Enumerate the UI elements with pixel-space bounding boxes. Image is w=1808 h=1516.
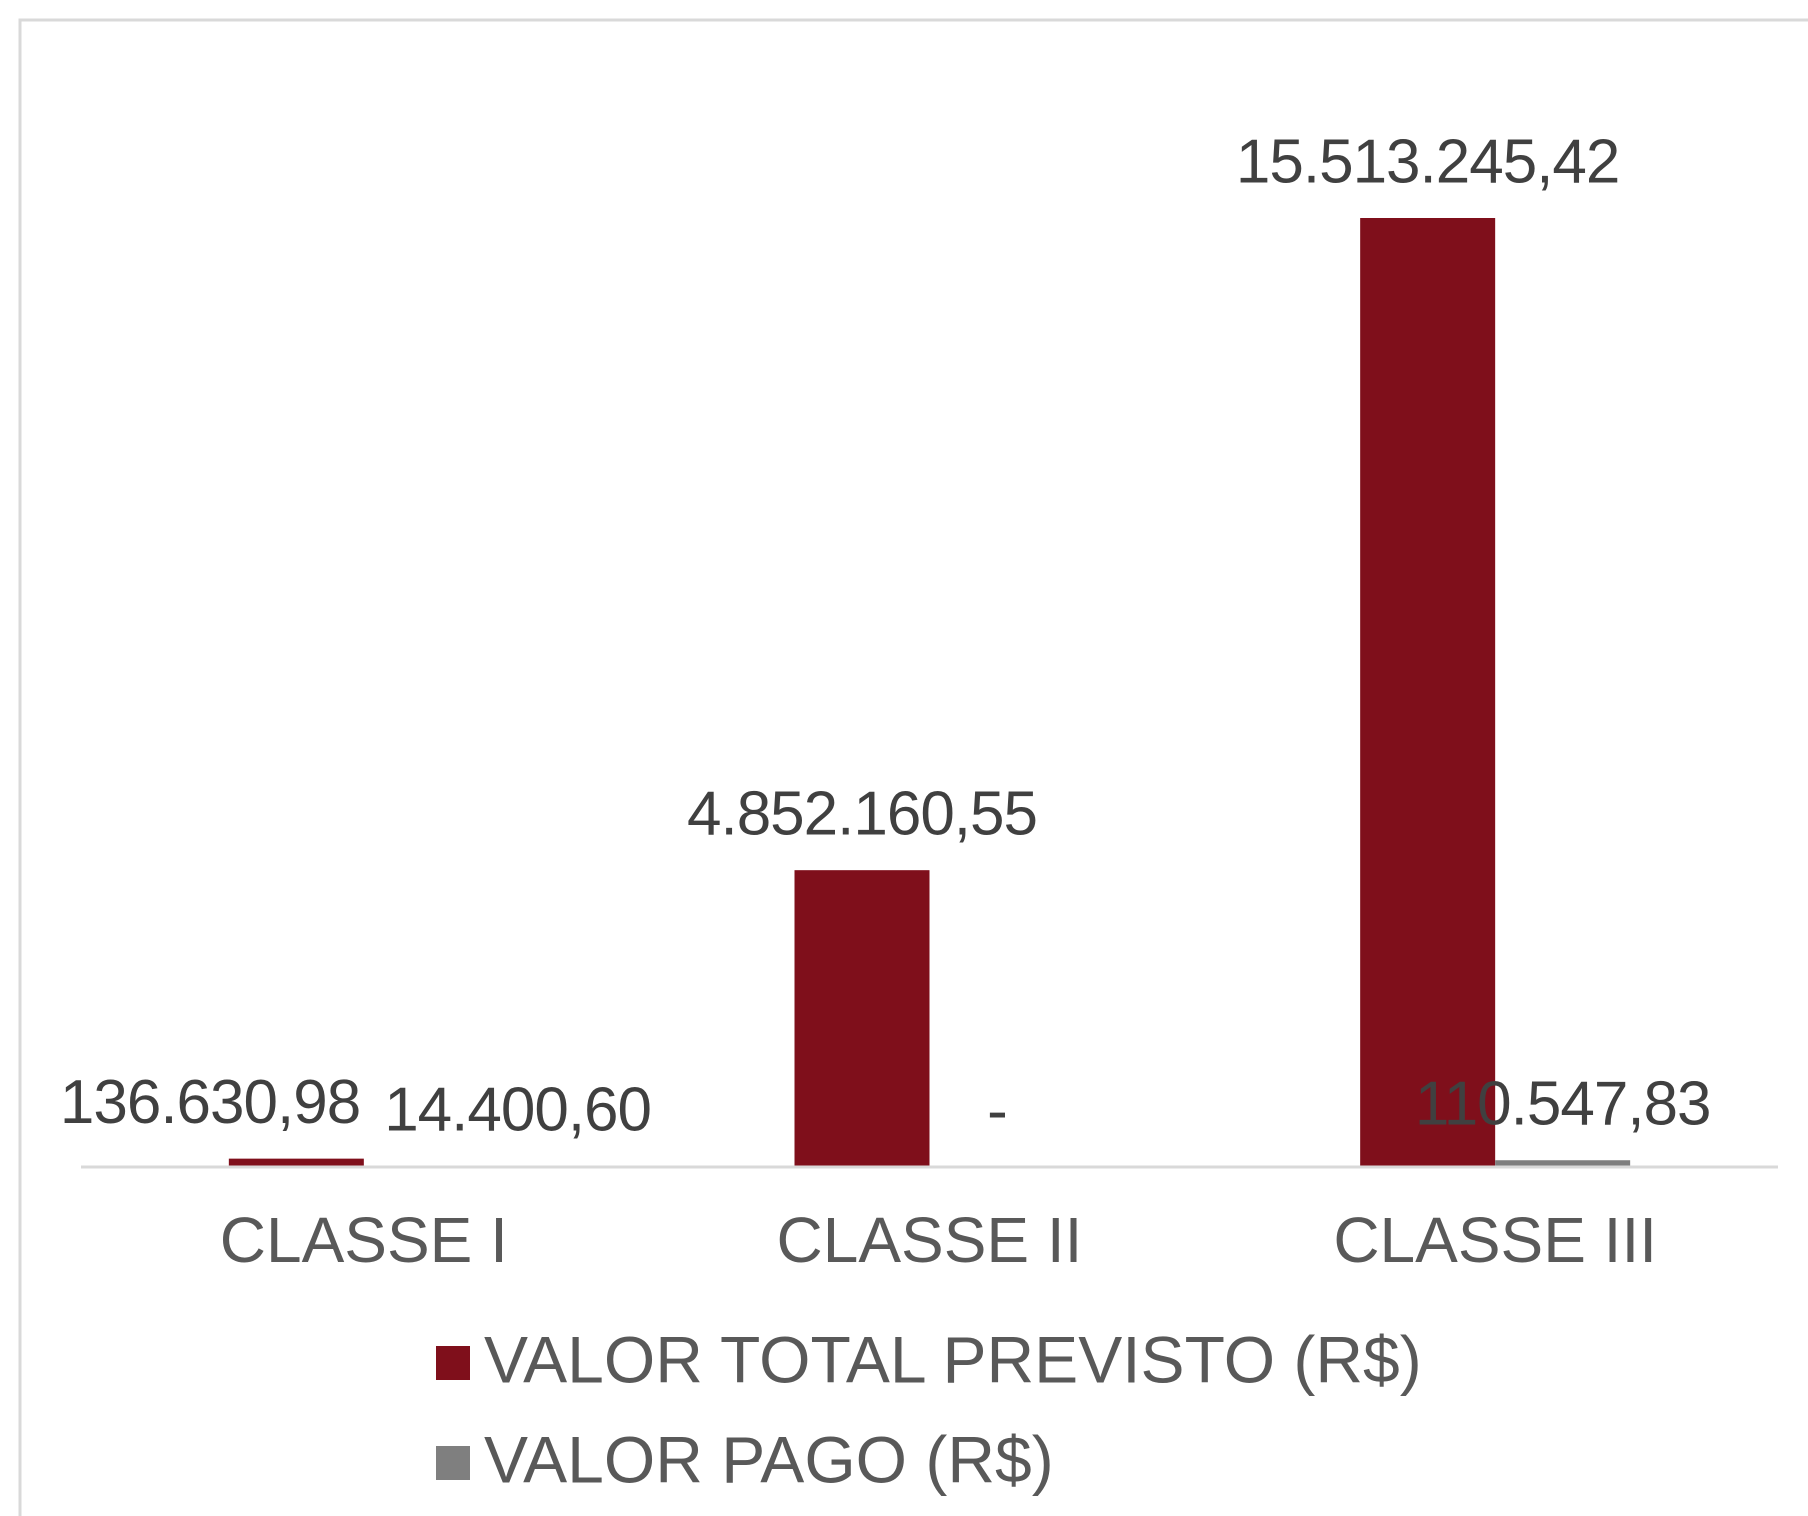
bar [228, 1158, 364, 1167]
x-tick-label: CLASSE II [777, 1204, 1083, 1276]
value-label: 4.852.160,55 [687, 780, 1037, 849]
legend-label: VALOR TOTAL PREVISTO (R$) [484, 1322, 1422, 1396]
legend-swatch [436, 1346, 470, 1380]
bar [1495, 1160, 1631, 1167]
value-label: 14.400,60 [384, 1075, 651, 1144]
value-label: 136.630,98 [60, 1068, 360, 1137]
x-tick-label: CLASSE III [1333, 1204, 1657, 1276]
chart-frame [18, 18, 1808, 1516]
x-tick-label: CLASSE I [220, 1204, 508, 1276]
legend-label: VALOR PAGO (R$) [484, 1422, 1054, 1496]
bar [1360, 218, 1496, 1167]
value-label: 110.547,83 [1415, 1070, 1711, 1139]
value-label: - [987, 1076, 1007, 1145]
bar [794, 870, 930, 1167]
legend-swatch [436, 1446, 470, 1480]
value-label: 15.513.245,42 [1236, 127, 1620, 196]
